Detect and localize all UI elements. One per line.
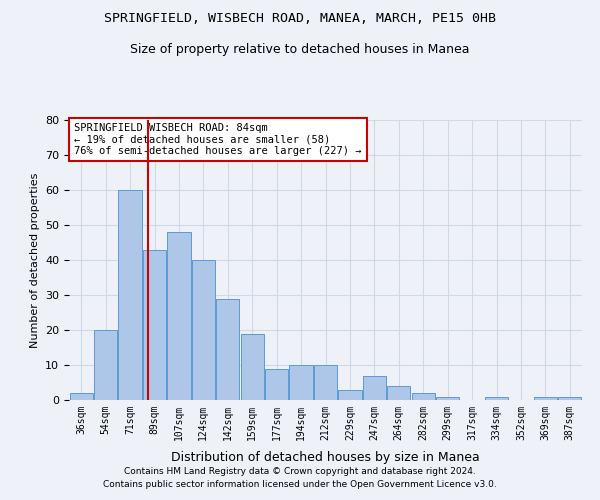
X-axis label: Distribution of detached houses by size in Manea: Distribution of detached houses by size … bbox=[171, 451, 480, 464]
Bar bbox=[412, 393, 435, 400]
Text: Size of property relative to detached houses in Manea: Size of property relative to detached ho… bbox=[130, 42, 470, 56]
Bar bbox=[558, 396, 581, 400]
Text: SPRINGFIELD WISBECH ROAD: 84sqm
← 19% of detached houses are smaller (58)
76% of: SPRINGFIELD WISBECH ROAD: 84sqm ← 19% of… bbox=[74, 123, 362, 156]
Bar bbox=[363, 376, 386, 400]
Text: Contains public sector information licensed under the Open Government Licence v3: Contains public sector information licen… bbox=[103, 480, 497, 489]
Bar bbox=[534, 396, 557, 400]
Text: Contains HM Land Registry data © Crown copyright and database right 2024.: Contains HM Land Registry data © Crown c… bbox=[124, 467, 476, 476]
Bar bbox=[94, 330, 117, 400]
Bar bbox=[118, 190, 142, 400]
Bar bbox=[216, 298, 239, 400]
Bar bbox=[314, 365, 337, 400]
Bar bbox=[289, 365, 313, 400]
Y-axis label: Number of detached properties: Number of detached properties bbox=[29, 172, 40, 348]
Bar bbox=[265, 368, 288, 400]
Bar bbox=[192, 260, 215, 400]
Bar bbox=[338, 390, 362, 400]
Bar bbox=[485, 396, 508, 400]
Bar bbox=[241, 334, 264, 400]
Bar bbox=[70, 393, 93, 400]
Bar bbox=[436, 396, 459, 400]
Bar bbox=[167, 232, 191, 400]
Bar bbox=[143, 250, 166, 400]
Text: SPRINGFIELD, WISBECH ROAD, MANEA, MARCH, PE15 0HB: SPRINGFIELD, WISBECH ROAD, MANEA, MARCH,… bbox=[104, 12, 496, 26]
Bar bbox=[387, 386, 410, 400]
